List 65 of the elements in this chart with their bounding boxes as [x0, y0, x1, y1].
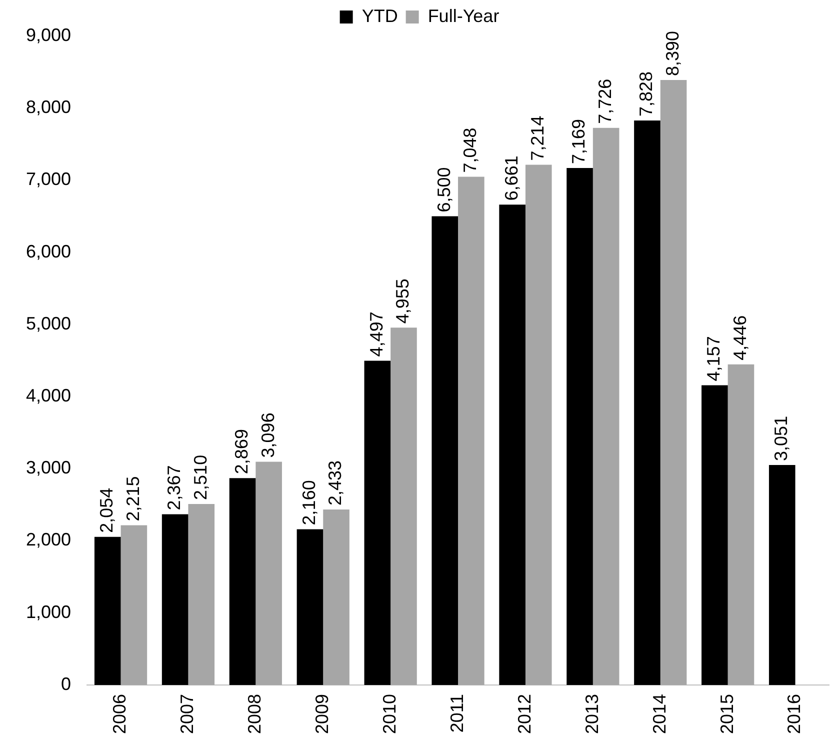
bar: [634, 120, 660, 685]
y-tick-label: 4,000: [26, 386, 72, 406]
bar: [120, 525, 148, 685]
bar: [525, 164, 552, 685]
x-tick-label: 2011: [446, 694, 467, 733]
bar: [162, 514, 188, 685]
data-label: 7,828: [636, 71, 656, 117]
data-label: 8,390: [662, 30, 682, 76]
data-label: 4,446: [730, 315, 750, 360]
data-label: 6,500: [434, 167, 454, 212]
data-label: 2,160: [298, 480, 319, 526]
data-label: 7,726: [595, 78, 616, 124]
y-tick-label: 5,000: [26, 313, 72, 334]
x-tick-label: 2015: [716, 694, 737, 734]
data-label: 4,497: [366, 312, 386, 357]
bar: [458, 176, 484, 685]
bar: [432, 216, 458, 685]
data-label: 2,869: [231, 429, 252, 474]
x-tick-label: 2014: [649, 694, 670, 734]
bar: [256, 462, 282, 685]
bar: [188, 504, 215, 685]
data-label: 3,096: [258, 412, 278, 458]
x-tick-label: 2010: [380, 694, 400, 734]
y-tick-label: 1,000: [26, 602, 72, 622]
x-tick-label: 2009: [312, 694, 332, 734]
bar: [660, 80, 687, 685]
bar: [390, 328, 417, 685]
data-label: 6,661: [501, 156, 522, 201]
data-label: 4,157: [704, 336, 724, 382]
bar: [566, 168, 593, 685]
legend-label: Full-Year: [428, 6, 500, 26]
data-label: 7,169: [568, 118, 589, 164]
data-label: 7,048: [460, 128, 480, 173]
bar: [499, 204, 526, 685]
x-tick-label: 2012: [514, 694, 534, 734]
data-label: 2,367: [164, 465, 184, 510]
y-tick-label: 9,000: [26, 24, 72, 45]
data-label: 2,215: [122, 476, 143, 522]
y-tick-label: 7,000: [26, 169, 72, 190]
bar: [94, 536, 121, 685]
bar: [728, 364, 754, 685]
data-label: 2,510: [190, 454, 210, 500]
bar: [592, 128, 620, 685]
data-label: 7,214: [528, 116, 548, 161]
bar: [364, 360, 391, 685]
y-tick-label: 8,000: [26, 97, 72, 118]
y-tick-label: 2,000: [26, 530, 72, 550]
y-tick-label: 3,000: [26, 458, 72, 478]
x-tick-label: 2013: [582, 694, 602, 734]
x-tick-label: 2016: [784, 694, 804, 734]
legend-label: YTD: [362, 6, 398, 26]
x-tick-label: 2006: [110, 694, 130, 734]
data-label: 2,433: [325, 460, 346, 506]
data-label: 4,955: [392, 278, 413, 324]
data-label: 2,054: [96, 488, 117, 533]
x-tick-label: 2008: [244, 694, 265, 734]
bar: [296, 529, 324, 685]
bar: [323, 510, 350, 685]
x-tick-label: 2007: [177, 694, 198, 734]
bar: [229, 478, 256, 685]
y-tick-label: 6,000: [26, 241, 72, 262]
y-tick-label: 0: [61, 674, 72, 694]
data-label: 3,051: [771, 416, 792, 461]
bar: [768, 464, 796, 685]
bar: [702, 385, 728, 685]
